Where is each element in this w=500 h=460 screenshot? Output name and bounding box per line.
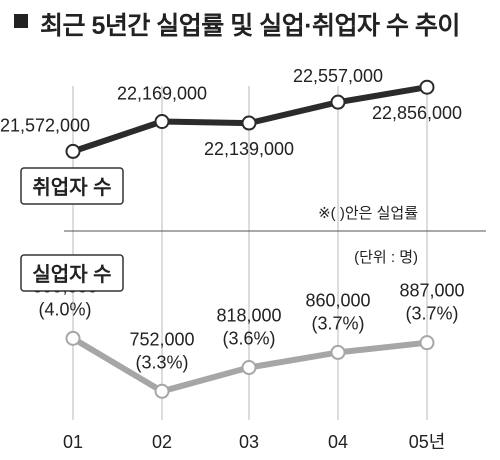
x-tick-label-5: 05년 xyxy=(409,432,446,452)
unit-label: (단위 : 명) xyxy=(354,249,418,266)
unemployed-point-1 xyxy=(65,330,81,346)
rate-note: ※( )안은 실업률 xyxy=(318,205,418,222)
employed-point-5 xyxy=(419,79,435,95)
unemployed-rate-label-5: (3.7%) xyxy=(405,304,458,324)
x-tick-label-2: 02 xyxy=(152,432,172,452)
unemployed-series-name: 실업자 수 xyxy=(32,263,111,286)
unemployed-data-label-2: 752,000 xyxy=(129,329,194,349)
unemployed-data-label-3: 818,000 xyxy=(216,306,281,326)
employed-point-4 xyxy=(330,94,346,110)
employed-data-label-2: 22,169,000 xyxy=(117,84,207,104)
employed-data-label-1: 21,572,000 xyxy=(0,115,90,135)
title-square-icon xyxy=(14,14,28,28)
unemployed-point-2 xyxy=(154,383,170,399)
unemployed-data-label-4: 860,000 xyxy=(305,290,370,310)
x-tick-label-1: 01 xyxy=(63,432,83,452)
unemployed-point-5 xyxy=(419,335,435,351)
chart-title: 최근 5년간 실업률 및 실업·취업자 수 추이 xyxy=(40,12,460,40)
unemployed-point-4 xyxy=(330,344,346,360)
unemployed-point-3 xyxy=(241,360,257,376)
employed-series-box xyxy=(20,167,124,205)
unemployed-rate-label-2: (3.3%) xyxy=(135,352,188,372)
employed-data-label-5: 22,856,000 xyxy=(372,103,462,123)
employed-data-label-4: 22,557,000 xyxy=(293,66,383,86)
x-tick-label-3: 03 xyxy=(239,432,259,452)
unemployed-rate-label-3: (3.6%) xyxy=(222,329,275,349)
employed-data-label-3: 22,139,000 xyxy=(204,139,294,159)
unemployed-rate-label-1: (4.0%) xyxy=(38,299,91,319)
employed-point-1 xyxy=(65,143,81,159)
unemployed-data-label-5: 887,000 xyxy=(399,281,464,301)
employed-series-name: 취업자 수 xyxy=(32,176,111,199)
unemployed-series-box xyxy=(20,254,124,292)
employed-point-3 xyxy=(241,115,257,131)
employed-point-2 xyxy=(154,114,170,130)
unemployed-rate-label-4: (3.7%) xyxy=(311,313,364,333)
x-tick-label-4: 04 xyxy=(328,432,348,452)
